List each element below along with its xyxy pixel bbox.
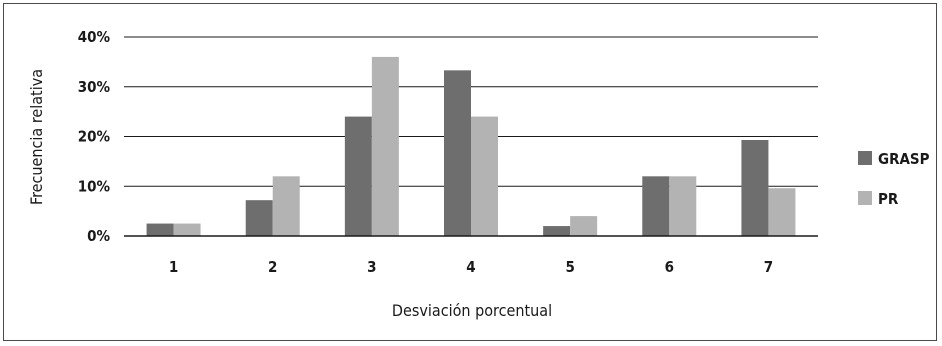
y-tick-label: 40% [78,28,111,46]
bar-grasp-4 [444,70,471,237]
legend-label-pr: PR [878,190,899,208]
x-tick-label: 3 [367,258,376,276]
y-axis-title: Frecuencia relativa [27,69,46,205]
x-tick-label: 2 [268,258,277,276]
y-tick-label: 10% [78,177,111,195]
bar-grasp-5 [543,226,571,236]
bar-grasp-6 [642,176,670,236]
legend-swatch-grasp [858,151,872,165]
x-tick-label: 6 [665,258,674,276]
bar-pr-4 [471,116,498,236]
y-tick-label: 30% [78,78,111,96]
x-axis-tick-labels: 1 2 3 4 5 6 7 [169,258,773,276]
x-tick-label: 1 [169,258,178,276]
y-axis-tick-labels: 0% 10% 20% 30% 40% [78,28,111,245]
y-tick-label: 0% [87,227,110,245]
x-tick-label: 5 [565,258,574,276]
bar-pr-1 [173,223,201,236]
bars [146,56,796,237]
bar-pr-5 [570,216,598,236]
legend-swatch-pr [858,191,872,205]
x-axis-title: Desviación porcentual [392,301,552,320]
bar-grasp-3 [344,116,372,236]
bar-pr-6 [669,176,697,236]
x-tick-label: 7 [764,258,773,276]
legend-label-grasp: GRASP [878,150,930,168]
bar-pr-7 [768,188,796,236]
bar-pr-2 [272,176,300,236]
y-tick-label: 20% [78,128,111,146]
bar-grasp-1 [146,223,174,236]
legend: GRASP PR [858,150,930,208]
x-tick-label: 4 [466,258,475,276]
bar-pr-3 [371,56,399,237]
bar-grasp-2 [245,200,273,236]
bar-grasp-7 [741,139,769,236]
